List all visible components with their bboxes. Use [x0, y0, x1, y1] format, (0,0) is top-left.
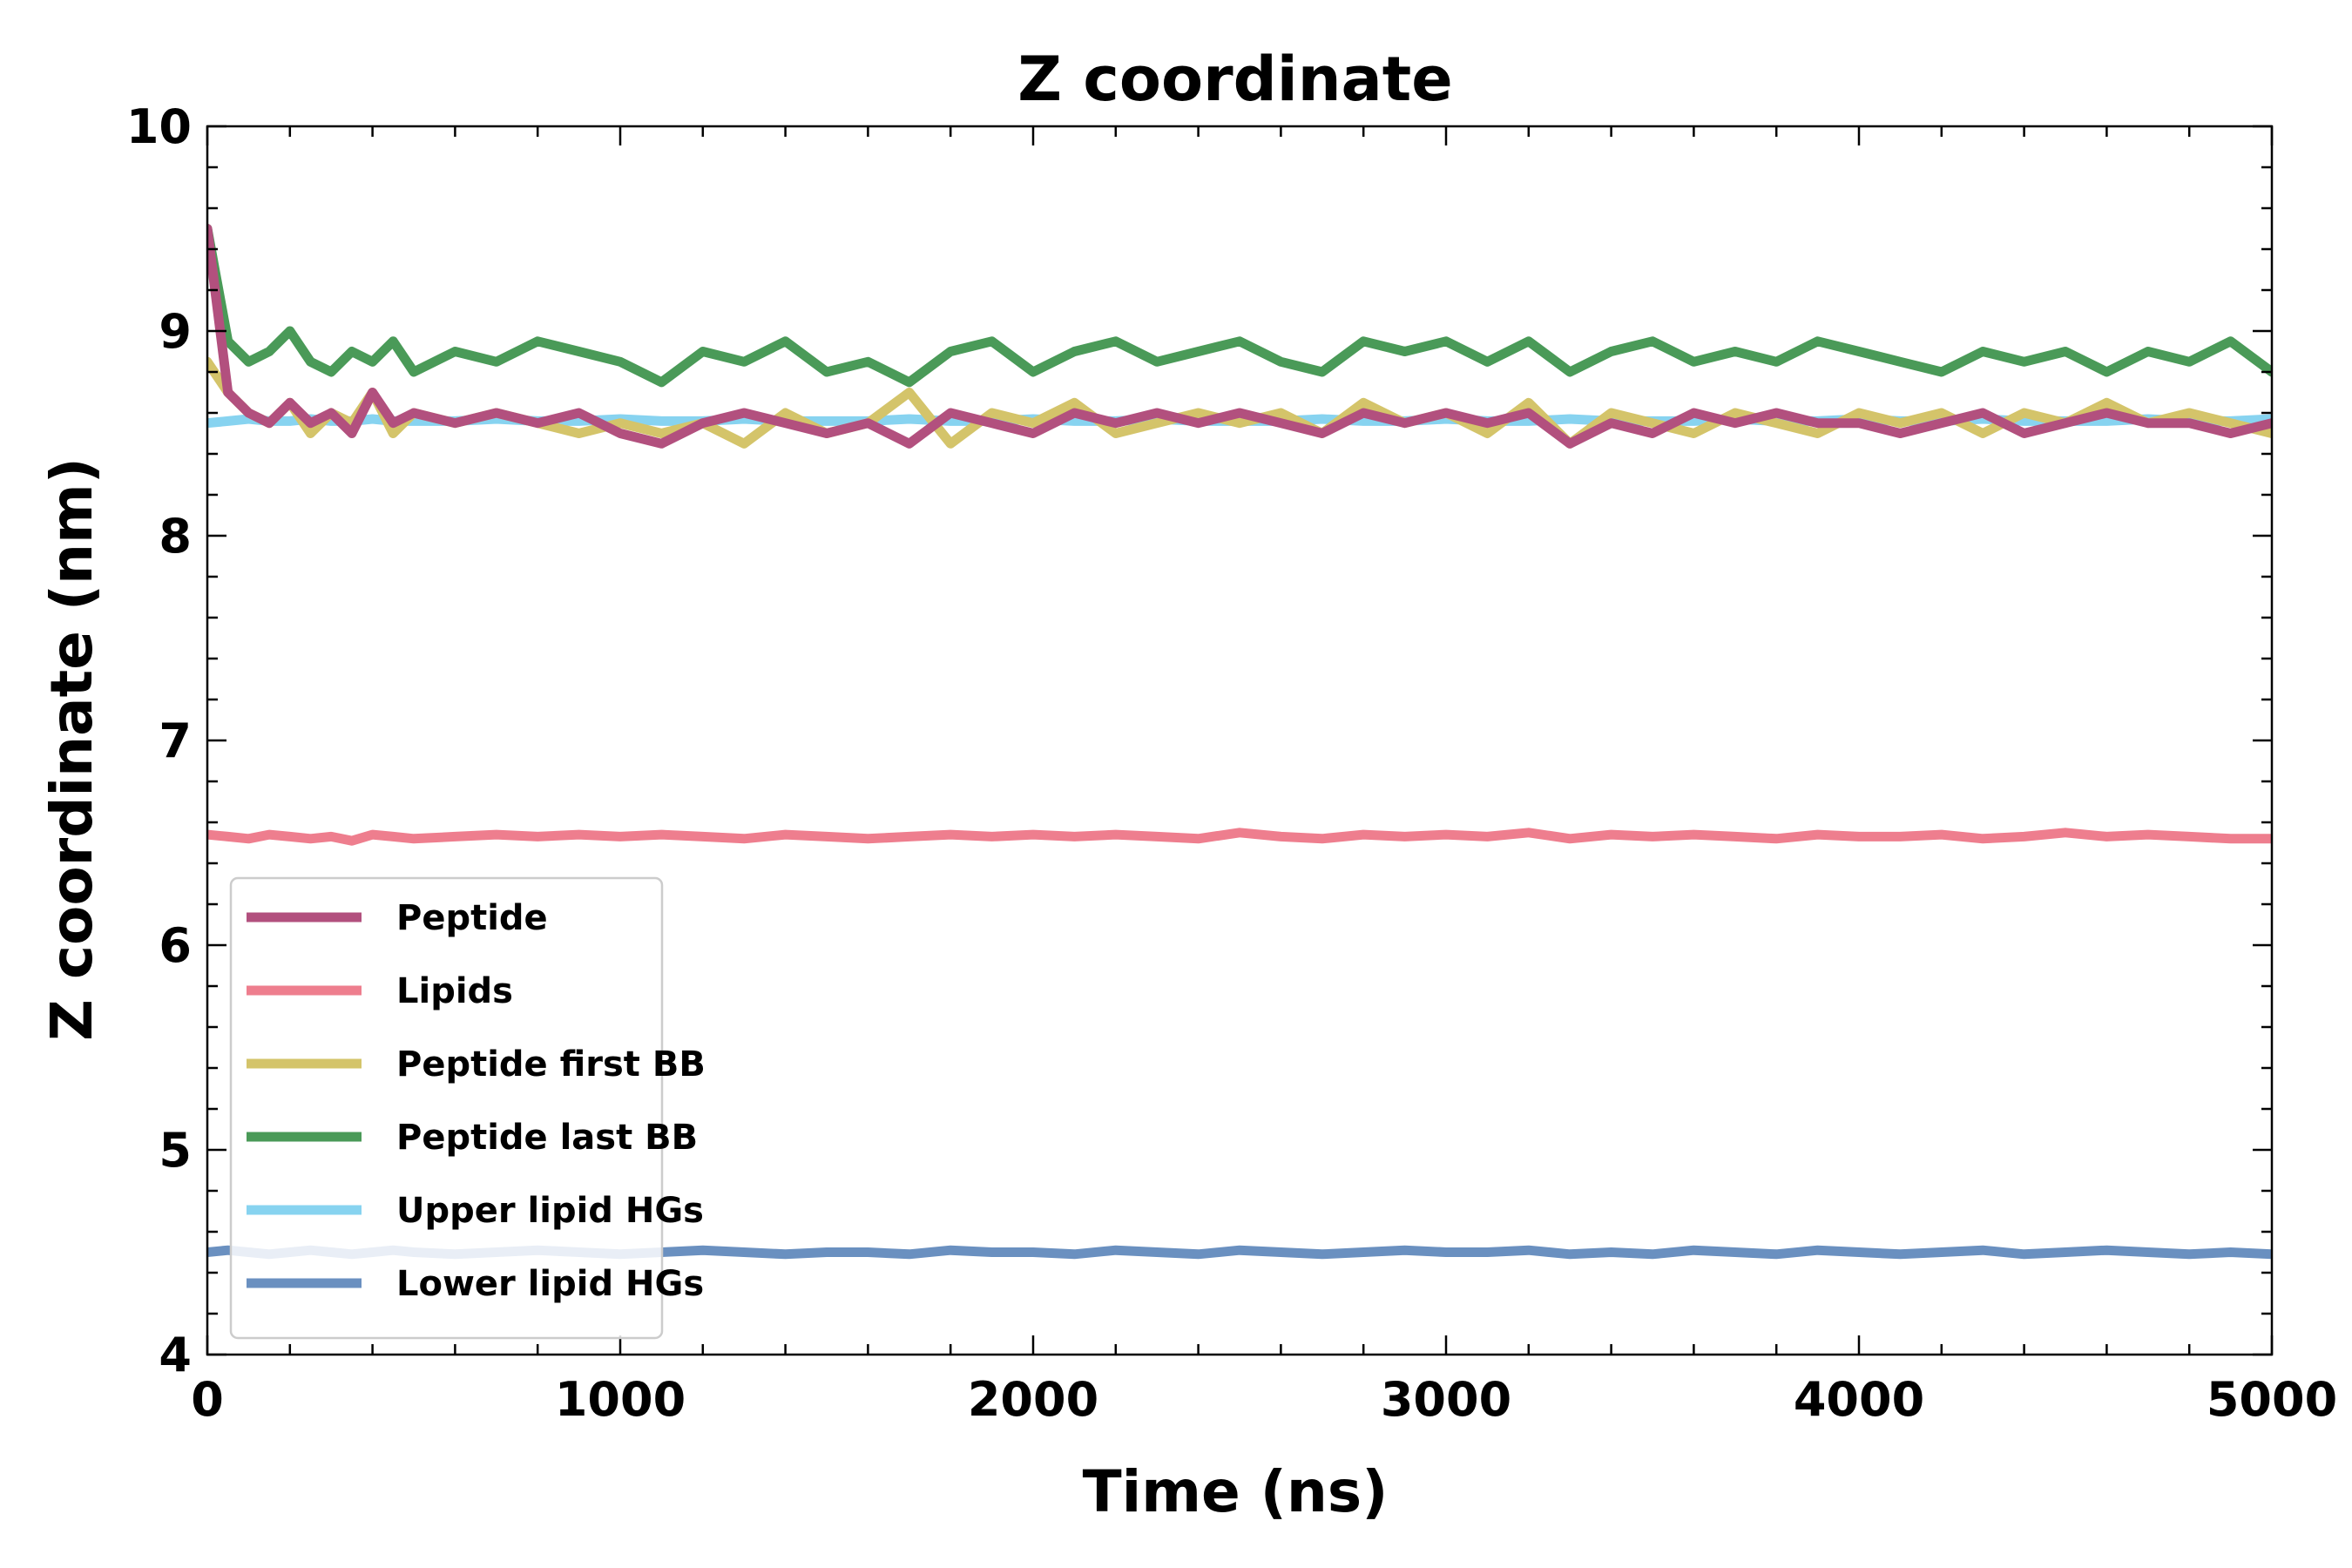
- series-line-peptide-last-bb: [207, 224, 2272, 388]
- legend: Peptide Lipids Peptide first BB Peptide las…: [229, 876, 706, 1340]
- x-axis-label: Time (ns): [1083, 1458, 1389, 1525]
- y-tick-label: 8: [159, 509, 192, 564]
- legend-label: Upper lipid HGs: [396, 1191, 704, 1231]
- y-axis-label: Z coordinate (nm): [38, 457, 105, 1041]
- axes: 0 1000 2000 3000 4000 5000 4 5 6 7 8 9 10: [126, 99, 2337, 1427]
- legend-label: Peptide first BB: [396, 1044, 706, 1085]
- x-tick-label: 1000: [555, 1372, 686, 1427]
- y-tick-label: 9: [159, 304, 192, 359]
- legend-label: Peptide: [396, 898, 548, 938]
- chart-title: Z coordinate: [1017, 44, 1452, 115]
- y-tick-label: 7: [159, 713, 192, 768]
- y-tick-label: 5: [159, 1123, 192, 1178]
- x-tick-label: 5000: [2207, 1372, 2337, 1427]
- y-tick-label: 6: [159, 918, 192, 973]
- legend-label: Peptide last BB: [396, 1118, 698, 1158]
- legend-label: Lipids: [396, 971, 513, 1011]
- x-tick-label: 0: [191, 1372, 224, 1427]
- legend-label: Lower lipid HGs: [396, 1264, 704, 1304]
- series-line-lipids: [207, 828, 2272, 846]
- x-tick-label: 3000: [1381, 1372, 1511, 1427]
- series-line-peptide: [207, 224, 2272, 449]
- y-tick-label: 4: [159, 1328, 192, 1382]
- series-line-peptide-first-bb: [207, 356, 2272, 449]
- y-tick-label: 10: [126, 99, 192, 154]
- x-tick-label: 4000: [1794, 1372, 1924, 1427]
- x-tick-label: 2000: [968, 1372, 1098, 1427]
